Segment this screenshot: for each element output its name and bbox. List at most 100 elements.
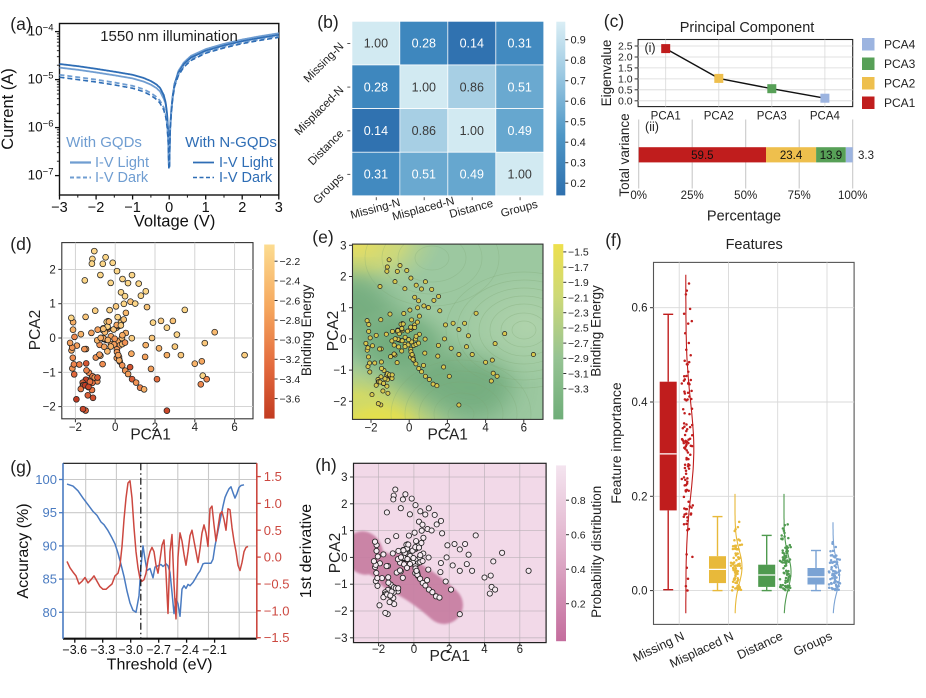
- svg-text:−2.1: −2.1: [568, 292, 589, 304]
- svg-text:−2.9: −2.9: [568, 353, 589, 365]
- svg-text:0.8: 0.8: [571, 495, 586, 507]
- svg-text:−3.0: −3.0: [118, 643, 143, 657]
- svg-text:−3.6: −3.6: [62, 643, 87, 657]
- svg-text:0: 0: [411, 644, 417, 656]
- svg-text:(h): (h): [315, 455, 336, 475]
- svg-text:3: 3: [340, 240, 346, 252]
- svg-text:−2: −2: [364, 422, 377, 434]
- svg-text:0: 0: [340, 334, 346, 346]
- svg-text:0.7: 0.7: [571, 76, 586, 88]
- svg-text:−2: −2: [372, 644, 385, 656]
- svg-text:−1.5: −1.5: [568, 247, 589, 259]
- svg-text:−2: −2: [333, 396, 346, 408]
- svg-text:PCA2: PCA2: [325, 311, 342, 352]
- svg-text:(d): (d): [10, 234, 31, 254]
- svg-text:−1.5: −1.5: [264, 630, 290, 645]
- svg-text:−3.4: −3.4: [280, 374, 301, 386]
- svg-text:0.28: 0.28: [412, 37, 436, 51]
- svg-text:−1: −1: [43, 367, 56, 379]
- svg-text:I-V Dark: I-V Dark: [95, 170, 149, 186]
- svg-text:−2.5: −2.5: [568, 323, 589, 335]
- svg-text:0.6: 0.6: [571, 530, 586, 542]
- svg-text:−3.2: −3.2: [280, 354, 301, 366]
- svg-text:3.3: 3.3: [858, 150, 874, 162]
- svg-text:−2.4: −2.4: [280, 276, 301, 288]
- svg-text:PCA1: PCA1: [651, 111, 681, 123]
- svg-text:50%: 50%: [734, 190, 757, 202]
- svg-text:0.2: 0.2: [632, 491, 648, 503]
- svg-text:6: 6: [231, 422, 237, 434]
- svg-text:−2.1: −2.1: [202, 643, 227, 657]
- svg-text:−3: −3: [334, 633, 347, 645]
- svg-text:PCA1: PCA1: [130, 427, 171, 444]
- svg-text:−2.3: −2.3: [568, 308, 589, 320]
- svg-text:−2.4: −2.4: [174, 643, 199, 657]
- svg-text:PCA1: PCA1: [430, 648, 471, 665]
- svg-text:59.5: 59.5: [691, 150, 713, 162]
- svg-text:PCA2: PCA2: [884, 77, 916, 91]
- svg-text:2: 2: [340, 272, 346, 284]
- svg-text:6: 6: [521, 422, 527, 434]
- svg-text:1: 1: [202, 200, 210, 216]
- svg-text:−1: −1: [124, 200, 141, 216]
- svg-text:0.14: 0.14: [364, 124, 388, 138]
- svg-text:1.5: 1.5: [264, 469, 282, 484]
- svg-text:−3.3: −3.3: [568, 384, 589, 396]
- svg-text:With GQDs: With GQDs: [66, 134, 142, 151]
- svg-text:0: 0: [165, 200, 173, 216]
- svg-text:1: 1: [49, 299, 55, 311]
- svg-text:Accuracy (%): Accuracy (%): [15, 503, 32, 598]
- svg-text:0.86: 0.86: [412, 124, 436, 138]
- svg-text:PCA1: PCA1: [427, 427, 468, 444]
- svg-text:25%: 25%: [681, 190, 704, 202]
- svg-text:1.5: 1.5: [618, 63, 633, 75]
- svg-text:(a): (a): [10, 14, 31, 34]
- svg-text:1st derivative: 1st derivative: [298, 504, 315, 598]
- svg-text:−3.3: −3.3: [90, 643, 115, 657]
- svg-text:1: 1: [341, 526, 347, 538]
- svg-text:2: 2: [49, 264, 55, 276]
- svg-text:0.28: 0.28: [364, 80, 388, 94]
- svg-text:80: 80: [43, 605, 57, 620]
- svg-text:0.49: 0.49: [508, 124, 532, 138]
- svg-text:0%: 0%: [630, 190, 647, 202]
- svg-text:−2.2: −2.2: [280, 256, 301, 268]
- svg-text:PCA3: PCA3: [884, 57, 916, 71]
- svg-text:−2.7: −2.7: [146, 643, 171, 657]
- svg-text:PCA2: PCA2: [704, 111, 734, 123]
- svg-text:0.14: 0.14: [460, 37, 484, 51]
- svg-text:0.31: 0.31: [508, 37, 532, 51]
- svg-text:4: 4: [481, 644, 488, 656]
- svg-text:Binding Energy: Binding Energy: [299, 284, 314, 376]
- svg-text:95: 95: [43, 505, 57, 520]
- svg-text:6: 6: [517, 644, 523, 656]
- svg-text:Threshold (eV): Threshold (eV): [107, 657, 213, 674]
- svg-text:0.8: 0.8: [571, 55, 586, 67]
- svg-text:Total variance: Total variance: [617, 113, 632, 196]
- svg-text:−2.8: −2.8: [280, 315, 301, 327]
- svg-text:I-V Dark: I-V Dark: [219, 170, 273, 186]
- svg-text:0.4: 0.4: [632, 397, 649, 409]
- svg-text:(g): (g): [10, 457, 31, 477]
- svg-text:−3.6: −3.6: [280, 393, 301, 405]
- svg-text:85: 85: [43, 572, 57, 587]
- svg-text:PCA2: PCA2: [27, 310, 44, 351]
- svg-text:Percentage: Percentage: [707, 209, 781, 225]
- svg-text:Eigenvalue: Eigenvalue: [599, 40, 614, 107]
- svg-text:0.2: 0.2: [571, 599, 586, 611]
- svg-text:−1: −1: [333, 365, 346, 377]
- svg-text:2: 2: [238, 200, 246, 216]
- svg-text:0.3: 0.3: [571, 158, 586, 170]
- svg-text:−3: −3: [51, 200, 68, 216]
- svg-text:(b): (b): [317, 12, 338, 32]
- svg-text:PCA4: PCA4: [884, 38, 916, 52]
- svg-text:−2: −2: [334, 606, 347, 618]
- svg-text:0.31: 0.31: [364, 168, 388, 182]
- svg-text:−3.0: −3.0: [280, 335, 301, 347]
- svg-text:1.00: 1.00: [460, 124, 484, 138]
- svg-text:PCA4: PCA4: [810, 111, 841, 123]
- svg-text:Feature importance: Feature importance: [608, 382, 624, 504]
- svg-text:0: 0: [341, 552, 347, 564]
- svg-text:2: 2: [444, 422, 450, 434]
- svg-text:0.0: 0.0: [618, 95, 633, 107]
